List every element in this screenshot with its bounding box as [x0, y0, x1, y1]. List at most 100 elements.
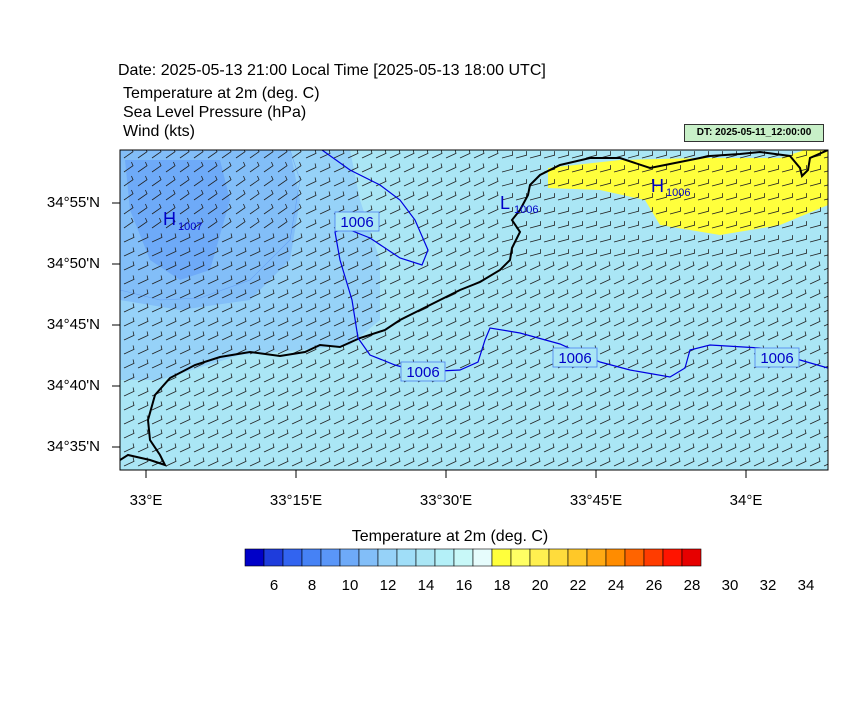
wind-barb	[795, 151, 808, 159]
wind-barb	[431, 261, 443, 271]
wind-barb	[739, 275, 751, 285]
wind-barb	[235, 161, 246, 173]
wind-barb	[767, 221, 780, 229]
wind-barb	[193, 415, 205, 425]
wind-barb	[123, 233, 135, 243]
wind-barb	[543, 415, 555, 425]
wind-barb	[123, 401, 135, 411]
wind-barb	[459, 401, 471, 411]
wind-barb	[599, 193, 612, 201]
lon-label-33-30: 33°30'E	[419, 492, 473, 509]
wind-barb	[123, 457, 135, 467]
wind-barb	[585, 193, 598, 201]
wind-barb	[501, 165, 514, 173]
colorbar-swatch	[263, 548, 284, 567]
wind-barb	[375, 289, 387, 299]
wind-barb	[347, 177, 359, 187]
wind-barb	[347, 429, 359, 439]
wind-barb	[501, 235, 514, 243]
wind-barb	[417, 429, 429, 439]
wind-barb	[445, 429, 457, 439]
low-pressure-center-value: 1006	[514, 204, 538, 216]
wind-barb	[767, 429, 779, 439]
wind-barb	[669, 457, 681, 467]
wind-barb	[179, 373, 191, 383]
wind-barb	[445, 387, 457, 397]
wind-barb	[781, 207, 794, 215]
wind-barb	[697, 289, 709, 299]
wind-barb	[333, 359, 345, 369]
wind-barb	[305, 317, 317, 327]
wind-barb	[823, 267, 828, 271]
wind-barb	[795, 401, 807, 411]
wind-barb	[725, 331, 737, 341]
wind-barb	[459, 387, 471, 397]
wind-barb	[725, 373, 737, 383]
wind-barb	[389, 359, 401, 369]
wind-barb	[473, 443, 485, 453]
colorbar-tick-label: 32	[759, 577, 777, 594]
wind-barb	[263, 457, 275, 467]
wind-barb	[809, 457, 821, 467]
wind-barb	[487, 359, 499, 369]
wind-barb	[753, 289, 765, 299]
wind-barb	[739, 443, 751, 453]
wind-barb	[501, 443, 513, 453]
wind-barb	[641, 151, 654, 159]
wind-barb	[767, 249, 780, 257]
wind-barb	[795, 275, 807, 285]
wind-barb	[529, 429, 541, 439]
wind-barb	[193, 289, 205, 299]
wind-barb	[823, 463, 828, 467]
wind-barb	[655, 275, 667, 285]
wind-barb	[529, 387, 541, 397]
wind-barb	[151, 303, 163, 313]
wind-barb	[193, 161, 204, 173]
wind-barb	[403, 205, 415, 215]
wind-barb	[207, 415, 219, 425]
wind-barb	[221, 217, 232, 229]
wind-barb	[277, 289, 289, 299]
wind-barb	[725, 415, 737, 425]
wind-barb	[291, 415, 303, 425]
wind-barb	[333, 317, 345, 327]
wind-barb	[515, 359, 527, 369]
wind-barb	[571, 443, 583, 453]
wind-barb	[725, 261, 737, 271]
wind-barb	[445, 275, 457, 285]
wind-barb	[249, 261, 261, 271]
wind-barb	[529, 221, 542, 229]
wind-barb	[137, 331, 149, 341]
wind-barb	[207, 189, 218, 201]
wind-barb	[235, 175, 246, 187]
wind-barb	[235, 217, 246, 229]
wind-barb	[249, 429, 261, 439]
wind-barb	[683, 387, 695, 397]
wind-barb	[249, 457, 261, 467]
wind-barb	[403, 275, 415, 285]
wind-barb	[697, 207, 710, 215]
wind-barb	[487, 373, 499, 383]
wind-barb	[249, 415, 261, 425]
wind-barb	[305, 261, 317, 271]
wind-barb	[697, 193, 710, 201]
wind-barb	[543, 429, 555, 439]
wind-barb	[613, 249, 626, 257]
wind-barb	[473, 219, 485, 229]
wind-barb	[543, 193, 556, 201]
wind-barb	[333, 401, 345, 411]
wind-barb	[291, 387, 303, 397]
wind-barb	[417, 345, 429, 355]
wind-barb	[767, 443, 779, 453]
colorbar-tick-label: 28	[683, 577, 701, 594]
wind-barb	[725, 387, 737, 397]
wind-barb	[291, 289, 303, 299]
wind-barb	[137, 373, 149, 383]
wind-barb	[445, 443, 457, 453]
wind-barb	[221, 457, 233, 467]
lat-ticks	[112, 202, 120, 448]
wind-barb	[585, 429, 597, 439]
wind-barb	[445, 247, 457, 257]
wind-barb	[557, 179, 570, 187]
wind-barb	[403, 401, 415, 411]
